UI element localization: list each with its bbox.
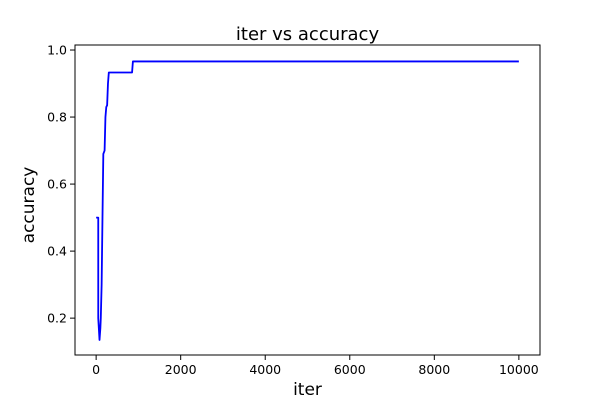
x-tick-label: 4000 (249, 362, 281, 377)
x-tick-label: 0 (92, 362, 100, 377)
x-tick-label: 8000 (418, 362, 450, 377)
y-axis-label: accuracy (19, 167, 39, 244)
series-layer (96, 60, 519, 341)
y-axis-ticks: 0.2 0.4 0.6 0.8 1.0 (47, 43, 75, 326)
series-line-0 (96, 60, 519, 341)
chart-title: iter vs accuracy (236, 24, 380, 45)
plot-frame (74, 44, 541, 356)
x-axis-ticks: 0 2000 4000 6000 8000 10000 (92, 355, 539, 377)
y-tick-label: 0.6 (47, 177, 67, 192)
x-axis-label: iter (293, 380, 322, 400)
x-tick-label: 2000 (165, 362, 197, 377)
y-tick-label: 0.2 (47, 311, 67, 326)
x-tick-label: 6000 (334, 362, 366, 377)
y-tick-label: 0.4 (47, 244, 67, 259)
x-tick-label: 10000 (499, 362, 539, 377)
y-tick-label: 0.8 (47, 110, 67, 125)
y-tick-label: 1.0 (47, 43, 67, 58)
